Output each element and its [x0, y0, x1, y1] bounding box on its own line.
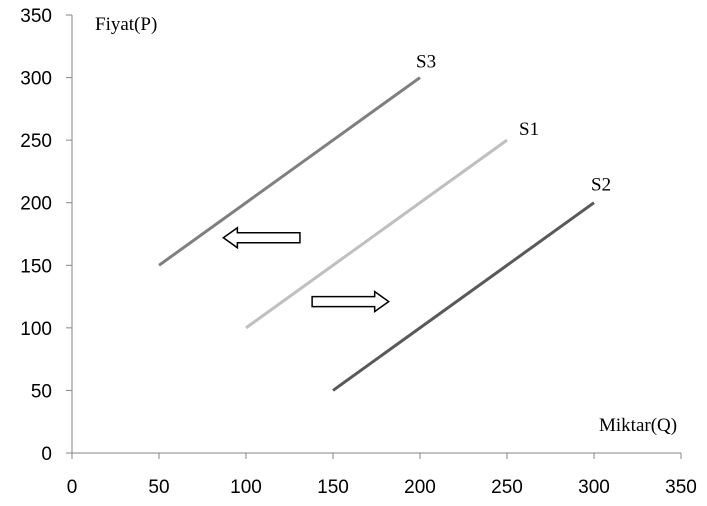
x-axis-ticks: 0 50 100 150 200 250 300 350	[67, 453, 697, 498]
x-tick-label: 250	[491, 477, 523, 498]
shift-arrow-left	[222, 226, 301, 250]
x-tick-label: 150	[317, 477, 349, 498]
y-tick-label: 100	[20, 319, 52, 340]
series-label-s1: S1	[519, 119, 539, 140]
x-tick-label: 50	[148, 477, 169, 498]
series-group	[158, 76, 595, 392]
y-axis-title: Fiyat(P)	[95, 14, 157, 35]
y-tick-label: 50	[31, 381, 52, 402]
series-line-s3	[158, 76, 421, 267]
shift-arrows	[222, 226, 390, 314]
y-tick-label: 300	[20, 69, 52, 90]
series-line-s2	[332, 201, 595, 392]
y-tick-label: 250	[20, 131, 52, 152]
shift-arrow-right	[311, 290, 390, 314]
series-labels: S3 S1 S2	[416, 52, 611, 196]
series-label-s3: S3	[416, 52, 436, 73]
x-tick-label: 0	[67, 477, 78, 498]
x-axis-title: Miktar(Q)	[599, 415, 677, 436]
x-tick-label: 300	[578, 477, 610, 498]
y-tick-label: 200	[20, 194, 52, 215]
series-line-s1	[245, 138, 508, 330]
y-tick-label: 350	[20, 6, 52, 27]
x-tick-label: 200	[404, 477, 436, 498]
x-tick-label: 350	[665, 477, 697, 498]
y-axis-ticks: 0 50 100 150 200 250 300 350	[20, 6, 72, 465]
x-tick-label: 100	[230, 477, 262, 498]
y-tick-label: 0	[41, 444, 52, 465]
series-label-s2: S2	[591, 175, 611, 196]
y-tick-label: 150	[20, 256, 52, 277]
